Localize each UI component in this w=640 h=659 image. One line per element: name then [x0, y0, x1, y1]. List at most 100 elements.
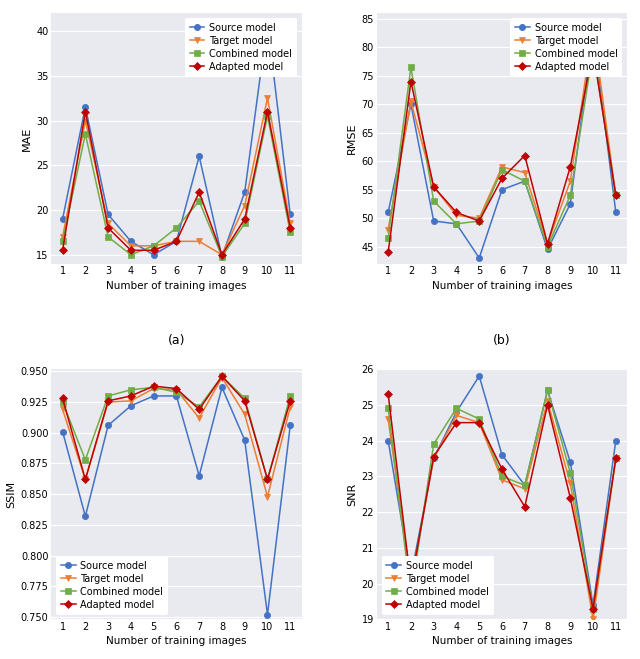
Adapted model [566, 494, 574, 501]
Source model [264, 611, 271, 619]
Target model [612, 455, 620, 463]
Adapted model [241, 397, 248, 405]
Y-axis label: SNR: SNR [348, 482, 357, 506]
Adapted model [150, 382, 157, 390]
Target model [498, 476, 506, 484]
Combined model [384, 405, 392, 413]
Combined model [287, 229, 294, 237]
Source model [498, 186, 506, 194]
Source model [384, 436, 392, 444]
Adapted model [127, 392, 135, 400]
Source model [241, 436, 248, 444]
Y-axis label: SSIM: SSIM [6, 480, 17, 507]
Source model [430, 455, 438, 463]
Adapted model [384, 390, 392, 398]
Target model [384, 225, 392, 233]
Source model [81, 103, 89, 111]
Adapted model [59, 395, 67, 403]
Adapted model [81, 107, 89, 115]
Text: (b): (b) [493, 334, 511, 347]
Line: Adapted model: Adapted model [60, 373, 293, 482]
Combined model [476, 415, 483, 423]
Target model [521, 169, 529, 177]
Target model [430, 183, 438, 191]
Combined model [452, 220, 460, 228]
Source model [452, 408, 460, 416]
Combined model [452, 405, 460, 413]
Target model [287, 403, 294, 411]
Legend: Source model, Target model, Combined model, Adapted model: Source model, Target model, Combined mod… [510, 18, 622, 76]
Target model [430, 455, 438, 463]
Adapted model [407, 580, 415, 588]
Combined model [81, 456, 89, 464]
Source model [384, 208, 392, 216]
Adapted model [173, 237, 180, 245]
Target model [476, 418, 483, 426]
Source model [566, 200, 574, 208]
Target model [241, 202, 248, 210]
Target model [476, 214, 483, 222]
Target model [612, 191, 620, 199]
X-axis label: Number of training images: Number of training images [432, 637, 572, 646]
Combined model [218, 372, 226, 380]
Combined model [476, 217, 483, 225]
Target model [543, 397, 551, 405]
Target model [218, 251, 226, 259]
Combined model [589, 46, 597, 54]
Adapted model [430, 183, 438, 191]
Target model [127, 242, 135, 250]
Adapted model [81, 476, 89, 484]
Adapted model [476, 217, 483, 225]
Line: Source model: Source model [60, 19, 293, 260]
Source model [173, 392, 180, 400]
Combined model [104, 233, 112, 241]
Adapted model [104, 397, 112, 405]
Target model [384, 415, 392, 423]
Legend: Source model, Target model, Combined model, Adapted model: Source model, Target model, Combined mod… [185, 18, 297, 76]
Adapted model [521, 503, 529, 511]
Source model [287, 210, 294, 218]
Combined model [566, 469, 574, 476]
Combined model [195, 197, 203, 205]
Line: Adapted model: Adapted model [385, 47, 619, 256]
Target model [150, 385, 157, 393]
Combined model [612, 191, 620, 199]
Line: Combined model: Combined model [60, 373, 293, 482]
Combined model [384, 234, 392, 242]
Combined model [566, 191, 574, 199]
Adapted model [498, 175, 506, 183]
Combined model [498, 473, 506, 480]
Adapted model [264, 476, 271, 484]
Adapted model [589, 46, 597, 54]
Source model [589, 601, 597, 609]
Target model [498, 163, 506, 171]
Combined model [430, 197, 438, 205]
Combined model [543, 386, 551, 394]
Target model [218, 374, 226, 382]
Combined model [173, 388, 180, 396]
Source model [59, 428, 67, 436]
Adapted model [173, 385, 180, 393]
Source model [195, 152, 203, 160]
Combined model [241, 219, 248, 227]
Source model [521, 177, 529, 185]
Combined model [287, 392, 294, 400]
Target model [264, 493, 271, 501]
Adapted model [150, 246, 157, 254]
Target model [173, 237, 180, 245]
Adapted model [104, 224, 112, 232]
Target model [589, 24, 597, 32]
Adapted model [543, 240, 551, 248]
Adapted model [566, 163, 574, 171]
Adapted model [264, 107, 271, 115]
Adapted model [476, 418, 483, 426]
Combined model [407, 592, 415, 600]
Target model [59, 233, 67, 241]
Source model [407, 100, 415, 108]
Target model [195, 414, 203, 422]
Line: Combined model: Combined model [385, 47, 619, 250]
Source model [521, 481, 529, 489]
Target model [452, 411, 460, 419]
Source model [498, 451, 506, 459]
Adapted model [430, 453, 438, 461]
